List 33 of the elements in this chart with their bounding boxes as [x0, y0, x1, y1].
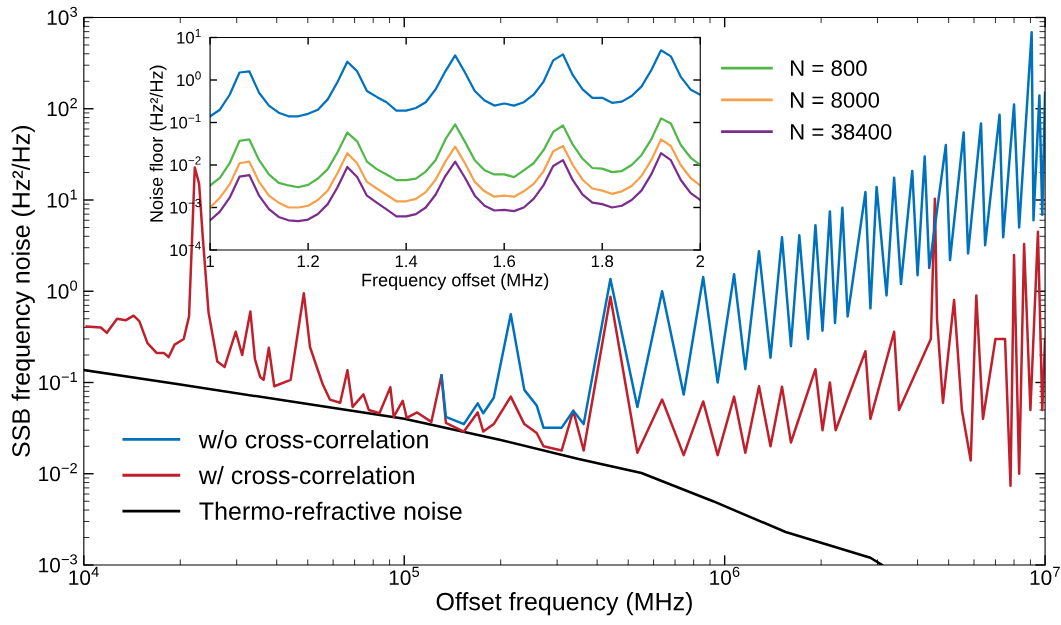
y-tick-label: 10$^{−1}$ [39, 371, 77, 391]
y-tick-label: 10$^{−2}$ [170, 156, 201, 172]
x-tick-label: 1 [206, 255, 214, 267]
y-tick-label: 10$^{−1}$ [170, 114, 201, 129]
x-tick-label: 1.4 [395, 255, 418, 267]
legend-label: w/o cross-correlation [198, 430, 428, 449]
y-axis-title: Noise floor (Hz²/Hz) [149, 65, 167, 222]
y-tick-label: 10$^{3}$ [47, 6, 78, 26]
x-tick-label: 10$^{5}$ [389, 566, 420, 586]
y-tick-label: 10$^{2}$ [47, 97, 77, 117]
x-tick-label: 2 [696, 255, 705, 267]
y-axis-title: SSB frequency noise (Hz²/Hz) [11, 126, 35, 457]
x-tick-label: 10$^{6}$ [710, 566, 740, 585]
legend-label: N = 38400 [790, 123, 892, 140]
x-tick-label: 1.2 [297, 255, 319, 267]
y-tick-label: 10$^{1}$ [47, 189, 77, 208]
legend-label: N = 8000 [790, 92, 880, 108]
line-series [210, 138, 701, 209]
x-tick-label: 10$^{7}$ [1030, 566, 1060, 586]
x-tick-label: 1.6 [493, 255, 516, 268]
legend-label: Thermo-refractive noise [199, 501, 462, 521]
y-tick-label: 10$^{1}$ [177, 29, 201, 44]
x-axis-title: Offset frequency (MHz) [436, 592, 692, 616]
y-tick-label: 10$^{−2}$ [39, 462, 77, 482]
legend-label: w/ cross-correlation [198, 465, 414, 485]
legend-label: N = 800 [790, 60, 867, 77]
x-tick-label: 1.8 [591, 255, 614, 268]
line-series [210, 49, 701, 118]
y-tick-label: 10$^{0}$ [47, 280, 78, 299]
x-axis-title: Frequency offset (MHz) [362, 273, 549, 291]
line-series [210, 152, 701, 223]
y-tick-label: 10$^{0}$ [177, 71, 201, 87]
line-series [210, 117, 701, 189]
